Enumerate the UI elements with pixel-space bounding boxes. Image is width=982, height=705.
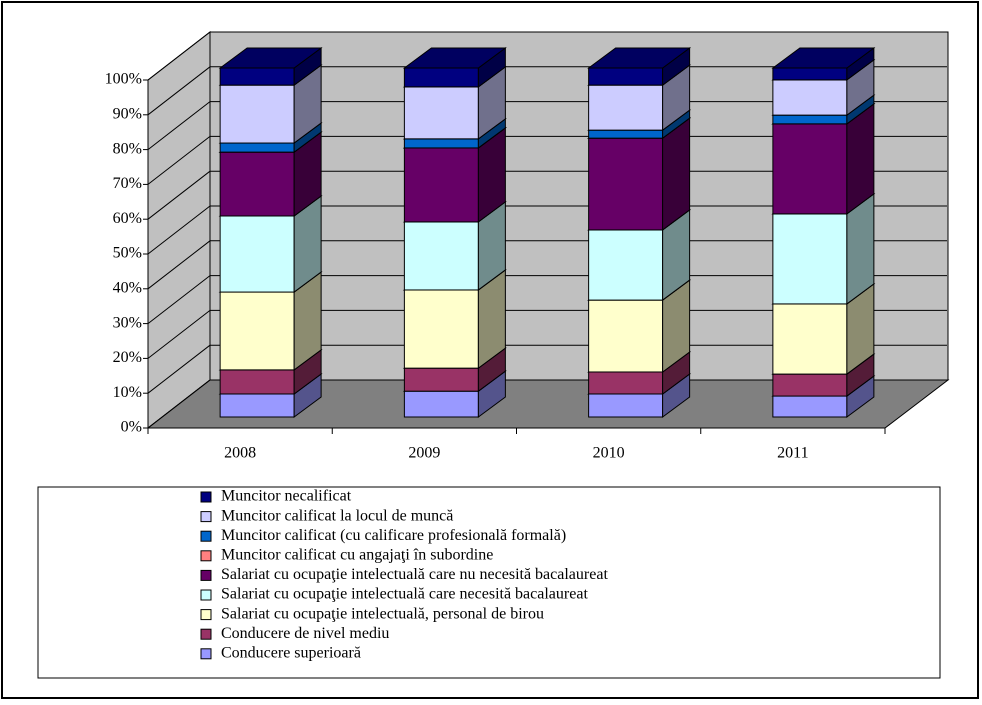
bar-segment (772, 67, 848, 81)
bar-segment (588, 129, 664, 139)
x-tick-label: 2009 (408, 445, 440, 462)
bar-segment (772, 114, 848, 125)
bar-segment (588, 67, 664, 86)
legend-box (37, 486, 941, 679)
bar-segment (772, 213, 848, 305)
y-tick-label: 60% (113, 210, 142, 227)
y-tick-label: 20% (113, 349, 142, 366)
legend-label: Salariat cu ocupaţie intelectuală, perso… (221, 605, 544, 622)
bar-segment (219, 393, 295, 418)
bar-segment (219, 215, 295, 293)
legend-swatch (200, 628, 212, 640)
grid-line (147, 240, 211, 290)
bar-segment (588, 371, 664, 395)
legend-label: Muncitor calificat (cu calificare profes… (221, 527, 566, 544)
y-tick-label: 90% (113, 105, 142, 122)
bar-top (402, 47, 507, 69)
grid-line (147, 66, 211, 116)
grid-line (147, 136, 211, 185)
bar-segment (588, 299, 664, 373)
legend-label: Muncitor calificat la locul de muncă (221, 507, 453, 524)
bar-segment (219, 151, 295, 217)
legend-swatch (200, 609, 212, 621)
grid-line (147, 170, 211, 220)
legend-label: Muncitor calificat cu angajaţi în subord… (221, 546, 493, 563)
x-tick-label: 2008 (224, 445, 256, 462)
legend-label: Muncitor necalificat (221, 488, 352, 505)
bar-segment (588, 393, 664, 418)
grid-line (147, 205, 211, 255)
y-tick-label: 100% (105, 71, 142, 88)
grid-line (147, 379, 211, 429)
bar-segment (403, 67, 479, 88)
legend-label: Salariat cu ocupaţie intelectuală care n… (221, 566, 608, 583)
bar-segment (588, 229, 664, 301)
bar-segment (403, 367, 479, 392)
bar-segment (772, 395, 848, 418)
bar-segment (219, 291, 295, 371)
bar-segment (403, 221, 479, 291)
bar-top (587, 47, 692, 69)
grid-line (147, 31, 211, 81)
legend-swatch (200, 530, 212, 542)
bar-segment (219, 67, 295, 86)
y-tick-label: 10% (113, 384, 142, 401)
bar-segment (403, 289, 479, 369)
bar-segment (219, 84, 295, 144)
y-tick-label: 50% (113, 245, 142, 262)
bar-segment (772, 303, 848, 375)
bar-segment (403, 147, 479, 223)
legend-swatch (200, 648, 212, 660)
grid-line (147, 344, 211, 394)
bar-segment (588, 137, 664, 231)
bar-segment (772, 373, 848, 397)
grid-line (147, 310, 211, 359)
bar-top (218, 47, 323, 69)
y-tick-label: 30% (113, 314, 142, 331)
y-tick-label: 40% (113, 279, 142, 296)
bar-segment (772, 79, 848, 116)
y-tick-label: 0% (121, 419, 142, 436)
bar-segment (403, 138, 479, 149)
legend-swatch (200, 550, 212, 562)
bar-segment (219, 142, 295, 153)
grid-line (147, 101, 211, 150)
legend-label: Conducere de nivel mediu (221, 625, 389, 642)
bar-segment (772, 123, 848, 215)
x-tick-label: 2011 (777, 445, 808, 462)
legend-swatch (200, 589, 212, 601)
y-tick-label: 80% (113, 140, 142, 157)
legend-swatch (200, 569, 212, 581)
x-tick-label: 2010 (593, 445, 625, 462)
legend-label: Conducere superioară (221, 644, 361, 661)
bar-top (771, 47, 876, 69)
legend-swatch (200, 491, 212, 503)
bar-segment (403, 86, 479, 140)
bar-segment (403, 390, 479, 418)
legend-label: Salariat cu ocupaţie intelectuală care n… (221, 586, 588, 603)
bar-segment (219, 369, 295, 395)
y-tick-label: 70% (113, 175, 142, 192)
legend-swatch (200, 511, 212, 523)
grid-line (147, 275, 211, 324)
bar-segment (588, 84, 664, 131)
